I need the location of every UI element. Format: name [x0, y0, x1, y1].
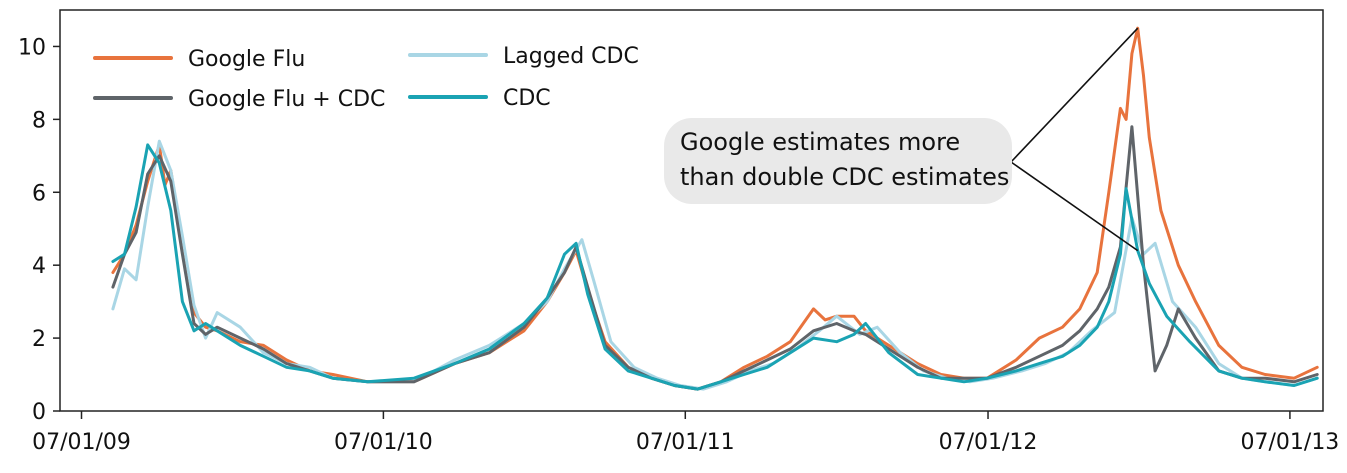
annotation-pointer: [1010, 27, 1139, 163]
y-tick-label: 10: [18, 35, 46, 60]
plot-frame: [59, 9, 1324, 412]
annotation: Google estimates more than double CDC est…: [664, 27, 1139, 252]
series-line-google-flu-cdc: [111, 125, 1319, 391]
series-layer: [111, 26, 1319, 391]
series-line-cdc: [111, 143, 1319, 391]
annotation-text-line: than double CDC estimates: [680, 163, 1009, 191]
y-tick-label: 4: [32, 254, 46, 279]
legend-label-google-flu: Google Flu: [188, 47, 305, 72]
legend: Google Flu Google Flu + CDC Lagged CDC CDC: [93, 44, 639, 112]
y-tick-label: 8: [32, 108, 46, 133]
series-line-google-flu: [111, 26, 1319, 391]
legend-label-google-flu-cdc: Google Flu + CDC: [188, 87, 385, 112]
annotation-text-line: Google estimates more: [680, 128, 960, 156]
x-tick-label: 07/01/13: [1241, 430, 1340, 455]
x-tick-label: 07/01/10: [334, 430, 433, 455]
axes: 0 2 4 6 8 10 07/01/09 07/01/10 07/01/11 07/01/12 0…: [18, 9, 1340, 455]
annotation-box: [664, 118, 1012, 204]
legend-label-cdc: CDC: [503, 86, 551, 111]
series-line-lagged-cdc: [111, 139, 1319, 391]
annotation-pointer: [1010, 161, 1139, 252]
y-tick-label: 2: [32, 327, 46, 352]
x-tick-label: 07/01/12: [939, 430, 1038, 455]
y-tick-label: 0: [32, 400, 46, 425]
x-tick-label: 07/01/11: [636, 430, 735, 455]
legend-label-lagged-cdc: Lagged CDC: [503, 44, 639, 69]
x-tick-label: 07/01/09: [32, 430, 131, 455]
y-tick-label: 6: [32, 181, 46, 206]
